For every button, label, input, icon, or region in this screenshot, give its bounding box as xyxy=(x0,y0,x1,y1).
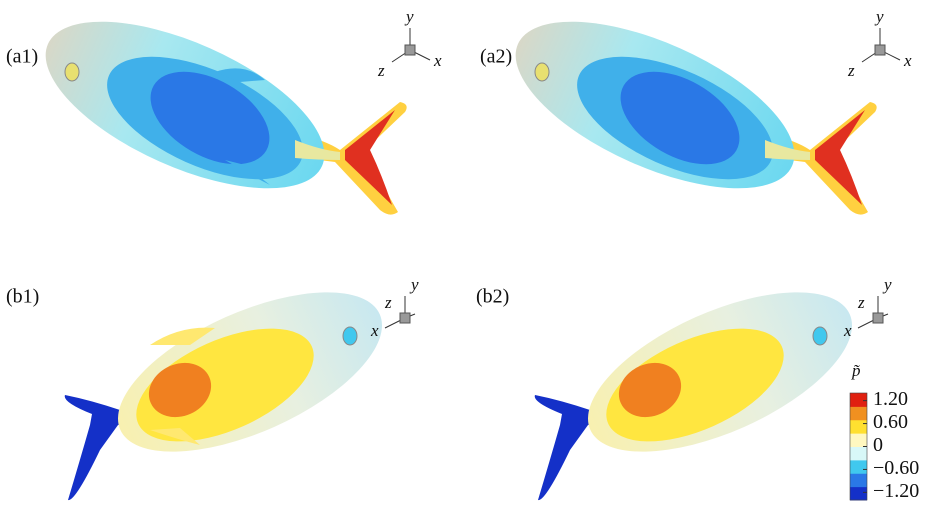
fish-a1 xyxy=(22,0,408,224)
panel-label: (b2) xyxy=(476,286,509,308)
colorbar-swatch xyxy=(850,419,867,434)
colorbar-swatch xyxy=(850,473,867,488)
colorbar-swatch xyxy=(850,486,867,501)
axis-label: y xyxy=(874,7,884,26)
axis-label: y xyxy=(882,275,892,294)
axis-label: x xyxy=(433,51,442,70)
axis-label: x xyxy=(903,51,912,70)
colorbar-title: p̃ xyxy=(851,361,861,380)
axis-cube xyxy=(404,44,416,56)
colorbar-tick-label: −1.20 xyxy=(873,480,919,502)
axis-cube xyxy=(399,312,411,324)
colorbar-tick-label: −0.60 xyxy=(873,457,919,479)
fish-a2 xyxy=(492,0,878,224)
axis-label: x xyxy=(370,321,379,340)
colorbar-tick-label: 1.20 xyxy=(873,388,908,410)
axis-cube xyxy=(874,44,886,56)
colorbar-swatch xyxy=(850,433,867,447)
axis-label: y xyxy=(404,7,414,26)
colorbar-swatch xyxy=(850,393,867,407)
colorbar-swatch xyxy=(850,459,867,474)
panel-label: (b1) xyxy=(6,286,39,308)
axis-label: z xyxy=(377,61,385,80)
colorbar-swatch xyxy=(850,406,867,421)
axis-label: y xyxy=(409,275,419,294)
axis-label: z xyxy=(847,61,855,80)
colorbar-tick-label: 0.60 xyxy=(873,411,908,433)
fish-b1 xyxy=(64,258,405,501)
axis-label: x xyxy=(843,321,852,340)
colorbar-swatch xyxy=(850,446,867,461)
panel-label: (a1) xyxy=(6,46,38,68)
panel-label: (a2) xyxy=(480,46,512,68)
fish-b2 xyxy=(534,258,875,501)
axis-label: z xyxy=(384,293,392,312)
axis-label: z xyxy=(857,293,865,312)
colorbar-tick-label: 0 xyxy=(873,434,883,456)
axis-cube xyxy=(872,312,884,324)
